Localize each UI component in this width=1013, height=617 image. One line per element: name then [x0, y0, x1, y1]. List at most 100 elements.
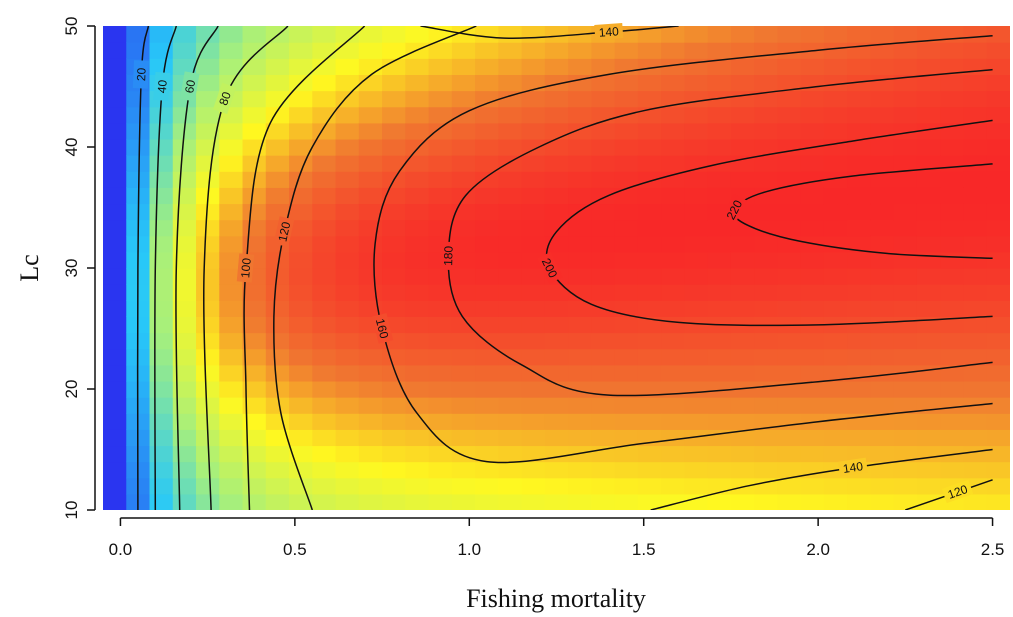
- heatmap-cell: [823, 477, 848, 495]
- heatmap-cell: [847, 251, 872, 269]
- heatmap-cell: [940, 364, 965, 382]
- heatmap-cell: [428, 445, 453, 463]
- heatmap-cell: [289, 58, 313, 75]
- heatmap-cell: [405, 348, 430, 366]
- contour-line-140: [420, 26, 679, 39]
- heatmap-cell: [265, 268, 290, 285]
- heatmap-cell: [916, 106, 941, 124]
- heatmap-cell: [637, 445, 662, 463]
- heatmap-cell: [614, 316, 639, 334]
- heatmap-cell: [451, 332, 476, 350]
- heatmap-cell: [405, 413, 430, 430]
- heatmap-cell: [754, 58, 779, 75]
- heatmap-cell: [893, 251, 918, 269]
- heatmap-cell: [847, 300, 872, 317]
- heatmap-cell: [265, 74, 290, 92]
- heatmap-cell: [754, 461, 779, 479]
- heatmap-cell: [219, 219, 244, 237]
- heatmap-cell: [637, 413, 662, 430]
- heatmap-cell: [149, 203, 174, 221]
- heatmap-cell: [986, 26, 1010, 43]
- heatmap-cell: [103, 138, 127, 156]
- contour-label-140: 140: [842, 459, 864, 476]
- heatmap-cell: [405, 203, 430, 221]
- x-tick-label: 2.0: [806, 540, 830, 559]
- heatmap-cell: [219, 364, 244, 382]
- heatmap-cell: [963, 26, 988, 43]
- heatmap-cell: [730, 477, 755, 495]
- heatmap-cell: [544, 90, 569, 108]
- heatmap-cell: [498, 58, 523, 75]
- heatmap-cell: [707, 106, 732, 124]
- heatmap-cell: [289, 219, 313, 237]
- heatmap-cell: [172, 26, 197, 43]
- heatmap-cell: [777, 332, 802, 350]
- heatmap-cell: [754, 445, 779, 463]
- heatmap-cell: [823, 300, 848, 317]
- heatmap-cell: [219, 155, 244, 172]
- heatmap-cell: [916, 42, 941, 59]
- heatmap-cell: [428, 380, 453, 398]
- heatmap-cell: [591, 461, 616, 479]
- contour-label-bg: [212, 82, 237, 115]
- heatmap-cell: [916, 219, 941, 237]
- heatmap-cell: [498, 187, 523, 205]
- heatmap-cell: [103, 251, 127, 269]
- y-tick-label: 10: [62, 501, 81, 520]
- heatmap-cell: [312, 187, 337, 205]
- heatmap-cell: [382, 122, 406, 140]
- heatmap-cell: [312, 58, 337, 75]
- heatmap-cell: [475, 106, 499, 124]
- heatmap-cell: [335, 155, 360, 172]
- heatmap-cell: [521, 429, 546, 447]
- heatmap-cell: [963, 300, 988, 317]
- heatmap-cell: [149, 300, 174, 317]
- contour-line-40: [154, 26, 178, 510]
- heatmap-cell: [614, 155, 639, 172]
- heatmap-cell: [289, 348, 313, 366]
- heatmap-cell: [312, 219, 337, 237]
- heatmap-cell: [568, 429, 592, 447]
- heatmap-cell: [940, 268, 965, 285]
- heatmap-cell: [730, 58, 755, 75]
- heatmap-cell: [242, 413, 267, 430]
- heatmap-cell: [219, 493, 244, 510]
- heatmap-cell: [916, 171, 941, 188]
- heatmap-cell: [498, 461, 523, 479]
- heatmap-cell: [149, 235, 174, 253]
- heatmap-cell: [986, 219, 1010, 237]
- heatmap-cell: [847, 348, 872, 366]
- heatmap-cell: [893, 493, 918, 510]
- heatmap-cell: [847, 203, 872, 221]
- heatmap-cell: [312, 477, 337, 495]
- heatmap-cell: [893, 332, 918, 350]
- heatmap-cell: [591, 90, 616, 108]
- heatmap-cell: [405, 284, 430, 301]
- heatmap-cell: [289, 106, 313, 124]
- heatmap-cell: [358, 187, 383, 205]
- heatmap-cell: [847, 493, 872, 510]
- heatmap-cell: [777, 348, 802, 366]
- heatmap-cell: [475, 122, 499, 140]
- heatmap-cell: [544, 122, 569, 140]
- heatmap-cell: [777, 122, 802, 140]
- heatmap-cell: [103, 90, 127, 108]
- heatmap-cell: [451, 235, 476, 253]
- heatmap-cell: [568, 138, 592, 156]
- heatmap-cell: [196, 477, 220, 495]
- heatmap-cell: [591, 493, 616, 510]
- heatmap-cell: [754, 203, 779, 221]
- heatmap-cell: [661, 348, 686, 366]
- heatmap-cell: [591, 155, 616, 172]
- heatmap-cell: [312, 300, 337, 317]
- heatmap-cell: [265, 203, 290, 221]
- heatmap-cell: [893, 155, 918, 172]
- heatmap-cell: [382, 138, 406, 156]
- heatmap-cell: [684, 42, 709, 59]
- heatmap-cell: [730, 138, 755, 156]
- heatmap-cell: [661, 316, 686, 334]
- heatmap-cell: [568, 316, 592, 334]
- heatmap-cell: [498, 138, 523, 156]
- heatmap-cell: [940, 235, 965, 253]
- heatmap-cell: [754, 171, 779, 188]
